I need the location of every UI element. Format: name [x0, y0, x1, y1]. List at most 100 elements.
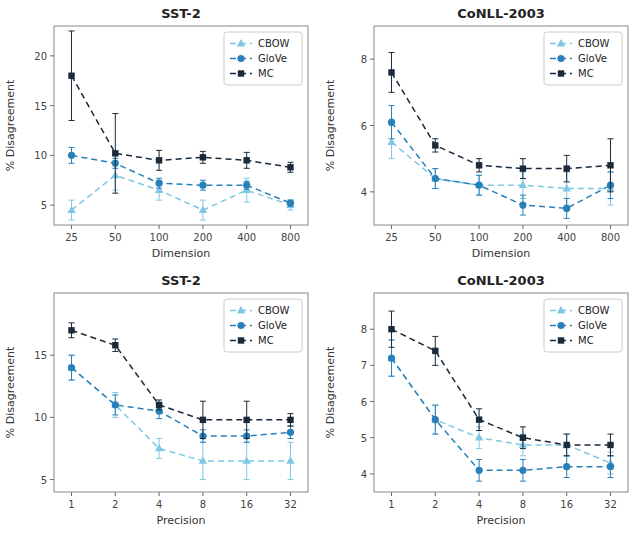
y-tick-label: 10 [34, 412, 47, 423]
marker-triangle [67, 206, 75, 213]
series-line [72, 330, 291, 420]
error-bar [564, 434, 570, 456]
x-tick-label: 16 [560, 499, 573, 510]
marker-square [388, 69, 394, 75]
x-tick-label: 25 [385, 232, 398, 243]
series-line [392, 122, 611, 208]
x-tick-label: 1 [388, 499, 394, 510]
marker-square [112, 342, 118, 348]
legend: CBOWGloVeMC [224, 299, 302, 352]
marker-circle [557, 322, 564, 329]
x-tick [202, 225, 203, 229]
error-bar [564, 456, 570, 478]
marker-circle [156, 180, 163, 187]
x-tick-label: 100 [150, 232, 169, 243]
x-tick [202, 492, 203, 496]
marker-circle [237, 322, 244, 329]
marker-triangle [557, 306, 565, 313]
x-tick [435, 492, 436, 496]
x-tick [479, 225, 480, 229]
x-tick [391, 225, 392, 229]
x-tick [115, 225, 116, 229]
y-tick [50, 417, 54, 418]
marker-circle [563, 205, 570, 212]
marker-circle [68, 364, 75, 371]
error-bar [200, 180, 206, 190]
error-bar [112, 393, 118, 418]
x-axis-label: Precision [476, 514, 525, 527]
error-bar [520, 459, 526, 481]
marker-circle [557, 55, 564, 62]
marker-triangle [155, 444, 163, 451]
error-bar [200, 151, 206, 163]
marker-circle [476, 467, 483, 474]
marker-triangle [475, 181, 483, 188]
x-axis-label: Dimension [152, 247, 210, 260]
data-group [67, 31, 294, 220]
legend-label: GloVe [258, 53, 287, 64]
error-bar [244, 181, 250, 189]
panel: SST-2Precision% Disagreement510151248163… [4, 273, 308, 527]
data-group [387, 311, 614, 481]
marker-square [558, 337, 564, 343]
error-bar [432, 405, 438, 434]
legend-box [544, 32, 622, 85]
marker-triangle [237, 306, 245, 313]
x-tick [290, 492, 291, 496]
y-tick-label: 8 [361, 54, 367, 65]
legend-label: MC [578, 68, 594, 79]
x-tick-label: 400 [557, 232, 576, 243]
title: SST-2 [161, 273, 201, 288]
y-tick [50, 355, 54, 356]
legend-label: MC [258, 68, 274, 79]
marker-square [156, 157, 162, 163]
marker-circle [199, 182, 206, 189]
marker-square [432, 142, 438, 148]
legend-box [224, 32, 302, 85]
error-bar [287, 200, 293, 206]
legend-label: CBOW [258, 38, 290, 49]
error-bar [244, 401, 250, 438]
x-tick-label: 4 [156, 499, 162, 510]
error-bar [244, 152, 250, 168]
marker-square [520, 435, 526, 441]
legend-label: CBOW [258, 305, 290, 316]
x-tick [610, 492, 611, 496]
marker-circle [476, 182, 483, 189]
marker-square [243, 417, 249, 423]
plot-frame [54, 26, 308, 225]
error-bar [607, 456, 613, 478]
marker-triangle [431, 174, 439, 181]
marker-triangle [237, 39, 245, 46]
legend-label: CBOW [578, 305, 610, 316]
x-tick [435, 225, 436, 229]
marker-square [238, 337, 244, 343]
marker-square [388, 326, 394, 332]
y-tick-label: 7 [361, 360, 367, 371]
y-tick-label: 6 [361, 397, 367, 408]
x-tick-label: 8 [200, 499, 206, 510]
marker-circle [243, 182, 250, 189]
marker-triangle [557, 39, 565, 46]
marker-triangle [67, 363, 75, 370]
marker-square [68, 73, 74, 79]
y-tick-label: 5 [361, 433, 367, 444]
marker-square [287, 417, 293, 423]
legend-label: MC [258, 335, 274, 346]
marker-circle [519, 467, 526, 474]
x-tick [71, 225, 72, 229]
x-tick-label: 50 [429, 232, 442, 243]
series-line [72, 76, 291, 168]
y-tick [370, 191, 374, 192]
x-tick [610, 225, 611, 229]
marker-circle [388, 119, 395, 126]
x-tick-label: 400 [237, 232, 256, 243]
x-tick [479, 492, 480, 496]
panel: SST-2Dimension% Disagreement510152025501… [4, 6, 308, 260]
error-bar [156, 150, 162, 170]
x-axis-label: Precision [156, 514, 205, 527]
error-bar [112, 339, 118, 351]
series-line [392, 358, 611, 463]
marker-square [607, 442, 613, 448]
series-line [72, 368, 291, 461]
